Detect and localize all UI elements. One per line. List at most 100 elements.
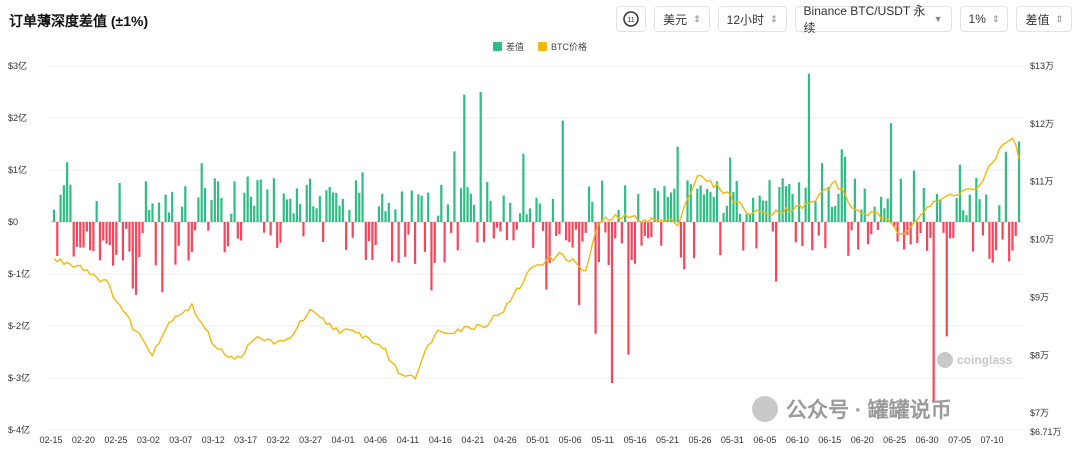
diff-bar: [111, 222, 115, 266]
diff-bar: [1001, 222, 1004, 240]
diff-bar: [259, 179, 262, 222]
depth-select[interactable]: 1% ⇕: [959, 6, 1009, 32]
diff-bar: [689, 184, 692, 222]
diff-bar: [328, 186, 331, 222]
diff-bar: [141, 222, 144, 234]
diff-bar: [834, 206, 837, 222]
diff-bar: [912, 170, 916, 222]
diff-bar: [479, 92, 482, 222]
diff-bar: [758, 195, 761, 222]
legend-item-price[interactable]: BTC价格: [538, 40, 587, 53]
diff-bar: [417, 194, 420, 222]
diff-bar: [939, 199, 942, 222]
diff-bar: [850, 222, 853, 231]
x-tick-label: 05-26: [688, 435, 711, 445]
diff-bar: [66, 162, 69, 222]
diff-bar: [305, 184, 308, 222]
diff-bar: [988, 222, 991, 259]
diff-bar: [308, 178, 312, 222]
diff-bar: [794, 222, 797, 243]
toolbar: 11 美元 ⇕ 12小时 ⇕ Binance BTC/USDT 永续 ▼ 1% ⇕ 差值…: [616, 4, 1072, 35]
diff-bar: [358, 192, 361, 222]
diff-bar: [200, 163, 203, 222]
diff-bar: [436, 215, 440, 222]
left-tick-label: $0: [8, 217, 18, 227]
diff-bar: [601, 180, 604, 222]
diff-bar: [115, 222, 118, 255]
x-tick-label: 04-26: [494, 435, 517, 445]
x-tick-label: 04-01: [332, 435, 355, 445]
diff-bar: [824, 222, 827, 249]
diff-bar: [528, 208, 532, 222]
right-tick-label: $10万: [1030, 235, 1054, 245]
currency-select[interactable]: 美元 ⇕: [654, 6, 710, 32]
diff-bar: [945, 222, 948, 337]
diff-bar: [108, 222, 111, 246]
clock-11-icon[interactable]: 11: [616, 6, 647, 32]
diff-bar: [79, 222, 82, 248]
diff-bar: [276, 222, 279, 248]
diff-bar: [643, 222, 646, 236]
diff-bar: [118, 183, 121, 222]
diff-bar: [571, 222, 574, 248]
diff-bar: [676, 146, 679, 222]
diff-bar: [732, 192, 735, 222]
diff-bar: [866, 222, 870, 245]
x-tick-label: 06-10: [786, 435, 809, 445]
diff-bar: [174, 222, 177, 265]
diff-bar: [581, 222, 584, 242]
diff-bar: [131, 222, 134, 289]
diff-bar: [476, 222, 479, 243]
diff-bar: [489, 200, 492, 222]
diff-bar: [801, 222, 804, 247]
diff-bar: [663, 186, 666, 222]
diff-bar: [354, 180, 358, 222]
diff-bar: [578, 222, 581, 306]
diff-bar: [745, 214, 748, 222]
diff-bar: [627, 222, 630, 355]
x-tick-label: 07-05: [948, 435, 971, 445]
diff-bar: [430, 222, 433, 291]
legend-item-diff[interactable]: 差值: [492, 40, 524, 53]
diff-bar: [738, 213, 742, 222]
diff-bar: [617, 209, 620, 222]
diff-bar: [558, 222, 561, 235]
diff-bar: [624, 185, 627, 222]
diff-bar: [157, 202, 161, 222]
diff-bar: [381, 193, 384, 222]
diff-bar: [712, 196, 715, 222]
interval-select[interactable]: 12小时 ⇕: [717, 6, 787, 32]
x-tick-label: 03-22: [267, 435, 290, 445]
diff-bar: [814, 201, 817, 222]
diff-bar: [361, 172, 364, 222]
diff-bar: [482, 222, 486, 243]
diff-bar: [860, 209, 863, 222]
diff-bar: [72, 222, 75, 257]
diff-bar: [679, 222, 683, 258]
diff-bar: [564, 222, 568, 241]
diff-bar: [292, 213, 295, 222]
diff-bar: [128, 222, 131, 252]
diff-bar: [331, 192, 335, 222]
interval-label: 12小时: [726, 12, 764, 27]
diff-bar: [148, 209, 151, 222]
exchange-select[interactable]: Binance BTC/USDT 永续 ▼: [794, 4, 952, 35]
diff-bar: [249, 196, 253, 222]
diff-bar: [207, 222, 210, 231]
diff-bar: [473, 204, 476, 222]
diff-bar: [968, 194, 971, 222]
diff-bar: [82, 222, 85, 248]
diff-bar: [341, 198, 344, 222]
diff-bar: [548, 222, 551, 264]
diff-bar: [985, 194, 988, 222]
chevron-updown-icon: ⇕: [991, 13, 1000, 24]
diff-bar: [830, 206, 834, 222]
diff-bar: [545, 222, 548, 290]
left-tick-label: $1亿: [8, 164, 27, 175]
diff-bar: [797, 182, 801, 222]
x-tick-label: 06-05: [753, 435, 776, 445]
btc-price-line: [53, 137, 1020, 380]
metric-select[interactable]: 差值 ⇕: [1016, 6, 1072, 32]
diff-bar: [98, 222, 102, 261]
